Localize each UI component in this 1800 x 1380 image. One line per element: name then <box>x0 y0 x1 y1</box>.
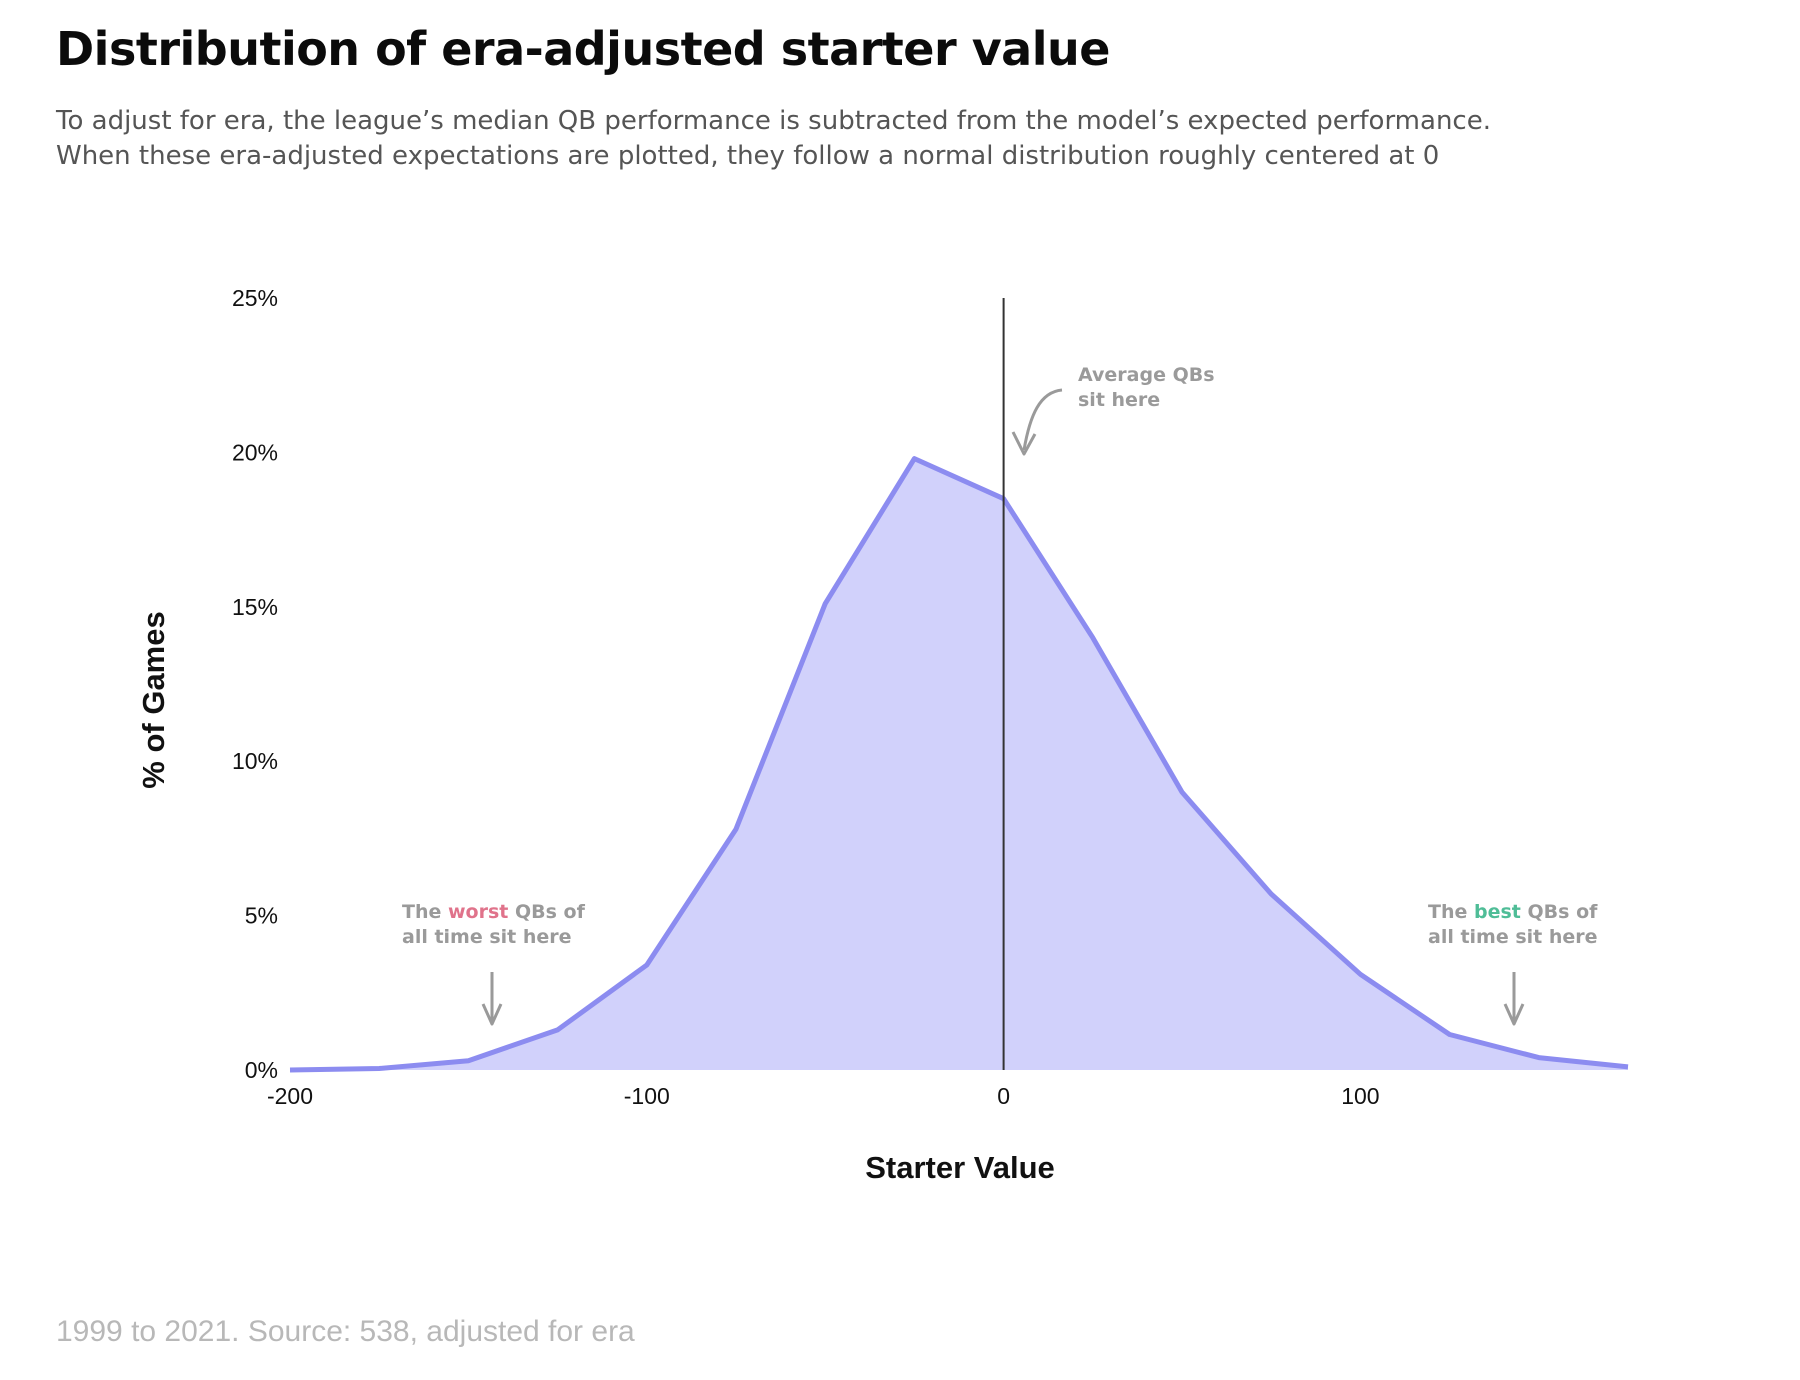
x-tick-label: 100 <box>1341 1083 1379 1109</box>
annotation-text-segment: all time sit here <box>402 926 572 948</box>
annotation-average-line: sit here <box>1078 389 1160 411</box>
worst-arrow-head <box>481 1003 503 1026</box>
annotation-text-segment: The <box>402 901 448 923</box>
annotation-worst-line: all time sit here <box>402 926 572 948</box>
x-axis-title: Starter Value <box>865 1150 1055 1185</box>
y-tick-label: 20% <box>232 439 278 465</box>
subtitle-line-2: When these era-adjusted expectations are… <box>56 141 1440 171</box>
subtitle-line-1: To adjust for era, the league’s median Q… <box>56 106 1491 136</box>
y-axis-ticks: 0% 5% 10% 15% 20% 25% <box>232 285 278 1083</box>
x-tick-label: 0 <box>997 1083 1010 1109</box>
x-tick-label: -200 <box>267 1083 313 1109</box>
y-axis-title: % of Games <box>136 611 171 788</box>
y-tick-label: 0% <box>245 1057 278 1083</box>
annotation-best: The best QBs of all time sit here <box>1428 901 1598 948</box>
chart-title: Distribution of era-adjusted starter val… <box>56 22 1110 76</box>
annotation-text-segment: Average QBs <box>1078 364 1215 386</box>
annotation-arrows <box>481 388 1525 1026</box>
annotation-best-line: all time sit here <box>1428 926 1598 948</box>
annotation-worst-line: The worst QBs of <box>402 901 586 923</box>
annotation-text-segment: The <box>1428 901 1474 923</box>
annotation-best-line: The best QBs of <box>1428 901 1598 923</box>
source-note: 1999 to 2021. Source: 538, adjusted for … <box>56 1315 635 1348</box>
annotation-text-segment: all time sit here <box>1428 926 1598 948</box>
annotation-text-segment: QBs of <box>1521 901 1598 923</box>
annotation-text-segment: best <box>1474 901 1521 923</box>
chart-subtitle: To adjust for era, the league’s median Q… <box>56 104 1756 174</box>
x-tick-label: -100 <box>624 1083 670 1109</box>
average-arrow-shaft <box>1022 388 1063 451</box>
best-arrow-head <box>1503 1003 1525 1026</box>
annotation-worst: The worst QBs of all time sit here <box>402 901 586 948</box>
y-tick-label: 25% <box>232 285 278 311</box>
annotation-text-segment: worst <box>448 901 508 923</box>
annotation-average-line: Average QBs <box>1078 364 1215 386</box>
y-tick-label: 10% <box>232 748 278 774</box>
annotation-average: Average QBs sit here <box>1078 364 1215 411</box>
annotations: Average QBs sit here The worst QBs of all t… <box>402 364 1598 948</box>
distribution-line <box>289 456 1629 1073</box>
annotation-text-segment: sit here <box>1078 389 1160 411</box>
average-arrow-head <box>1011 431 1037 456</box>
y-tick-label: 15% <box>232 594 278 620</box>
x-axis-ticks: -200 -100 0 100 <box>267 1083 1380 1109</box>
annotation-text-segment: QBs of <box>508 901 585 923</box>
y-tick-label: 5% <box>245 903 278 929</box>
